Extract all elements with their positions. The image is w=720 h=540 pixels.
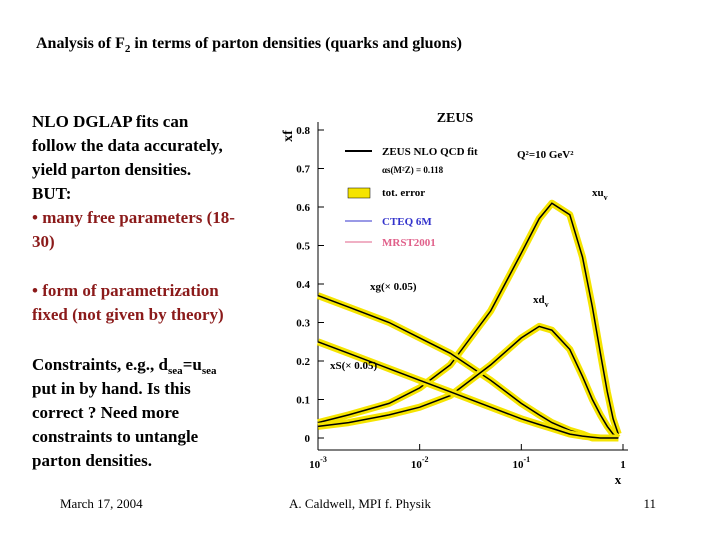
series-label: xuv	[592, 187, 608, 202]
text-line: • many free parameters (18-	[32, 208, 235, 227]
title-part: Analysis of F	[36, 35, 125, 52]
text-part: NLO DGLAP fits can	[32, 112, 189, 131]
label-base: xu	[592, 187, 604, 199]
text-part: Constraints, e.g., d	[32, 355, 169, 374]
chart-title: ZEUS	[437, 111, 474, 126]
text-part: • form of parametrization	[32, 281, 219, 300]
text-part: parton densities.	[32, 451, 152, 470]
series-label: xS(× 0.05)	[330, 360, 378, 372]
text-line: yield parton densities.	[32, 160, 191, 179]
y-tick-label: 0.3	[296, 318, 310, 330]
tick-base: 10	[309, 459, 321, 471]
subscript: sea	[202, 365, 217, 377]
x-tick-label: 10-2	[411, 455, 429, 471]
text-part: fixed (not given by theory)	[32, 305, 224, 324]
series-line	[317, 325, 619, 439]
annotation: Q²=10 GeV²	[517, 149, 574, 161]
y-tick-label: 0.4	[296, 279, 310, 291]
tick-base: 10	[512, 459, 524, 471]
legend-swatch	[347, 187, 371, 199]
text-line: correct ? Need more	[32, 403, 180, 422]
label-base: xS(× 0.05)	[330, 360, 378, 372]
text-line: put in by hand. Is this	[32, 379, 191, 398]
footer-author: A. Caldwell, MPI f. Physik	[289, 496, 431, 511]
text-part: =u	[183, 355, 202, 374]
y-tick-label: 0.5	[296, 241, 310, 253]
legend-label: αs(M²Z) = 0.118	[382, 165, 444, 175]
text-line: • form of parametrization	[32, 281, 219, 300]
x-tick-label: 1	[620, 459, 626, 471]
text-part: BUT:	[32, 184, 71, 203]
y-tick-label: 0.6	[296, 202, 310, 214]
text-line: fixed (not given by theory)	[32, 305, 224, 324]
text-line: constraints to untangle	[32, 427, 199, 446]
slide-title: Analysis of F2 in terms of parton densit…	[36, 35, 462, 55]
series-label: xg(× 0.05)	[370, 281, 417, 293]
y-axis-label: xf	[281, 130, 296, 142]
y-tick-label: 0.1	[296, 395, 310, 407]
label-sub: v	[545, 300, 549, 309]
series-label: xdv	[533, 294, 549, 309]
x-tick-label: 10-1	[512, 455, 530, 471]
tick-exp: -3	[320, 455, 327, 464]
tick-base: 1	[620, 459, 626, 471]
y-tick-label: 0	[305, 433, 311, 445]
label-base: xg(× 0.05)	[370, 281, 417, 293]
text-part: put in by hand. Is this	[32, 379, 191, 398]
tick-exp: -2	[422, 455, 429, 464]
text-line: NLO DGLAP fits can	[32, 112, 189, 131]
text-line: follow the data accurately,	[32, 136, 223, 155]
x-tick-label: 10-3	[309, 455, 327, 471]
title-part: in terms of parton densities (quarks and…	[130, 35, 462, 52]
text-part: 30)	[32, 232, 55, 251]
x-axis-label: x	[615, 472, 622, 487]
text-line: parton densities.	[32, 451, 152, 470]
label-sub: v	[604, 193, 608, 202]
text-line: Constraints, e.g., dsea=usea	[32, 355, 217, 377]
legend-label: MRST2001	[382, 237, 436, 249]
label-base: xd	[533, 294, 545, 306]
text-part: yield parton densities.	[32, 160, 191, 179]
text-part: constraints to untangle	[32, 427, 199, 446]
text-line: BUT:	[32, 184, 71, 203]
series-line	[317, 202, 620, 435]
y-tick-label: 0.7	[296, 164, 310, 176]
legend-label: CTEQ 6M	[382, 216, 432, 228]
text-part: follow the data accurately,	[32, 136, 223, 155]
tick-exp: -1	[523, 455, 530, 464]
y-tick-label: 0.8	[296, 125, 310, 137]
footer-date: March 17, 2004	[60, 496, 143, 511]
text-line: 30)	[32, 232, 55, 251]
subscript: sea	[168, 365, 183, 377]
title-sub: 2	[125, 43, 131, 55]
footer-page: 11	[643, 496, 656, 511]
tick-base: 10	[411, 459, 423, 471]
legend-label: tot. error	[382, 187, 425, 199]
legend-label: ZEUS NLO QCD fit	[382, 146, 478, 158]
series-line	[317, 341, 619, 439]
y-tick-label: 0.2	[296, 356, 310, 368]
text-part: correct ? Need more	[32, 403, 180, 422]
text-part: • many free parameters (18-	[32, 208, 235, 227]
